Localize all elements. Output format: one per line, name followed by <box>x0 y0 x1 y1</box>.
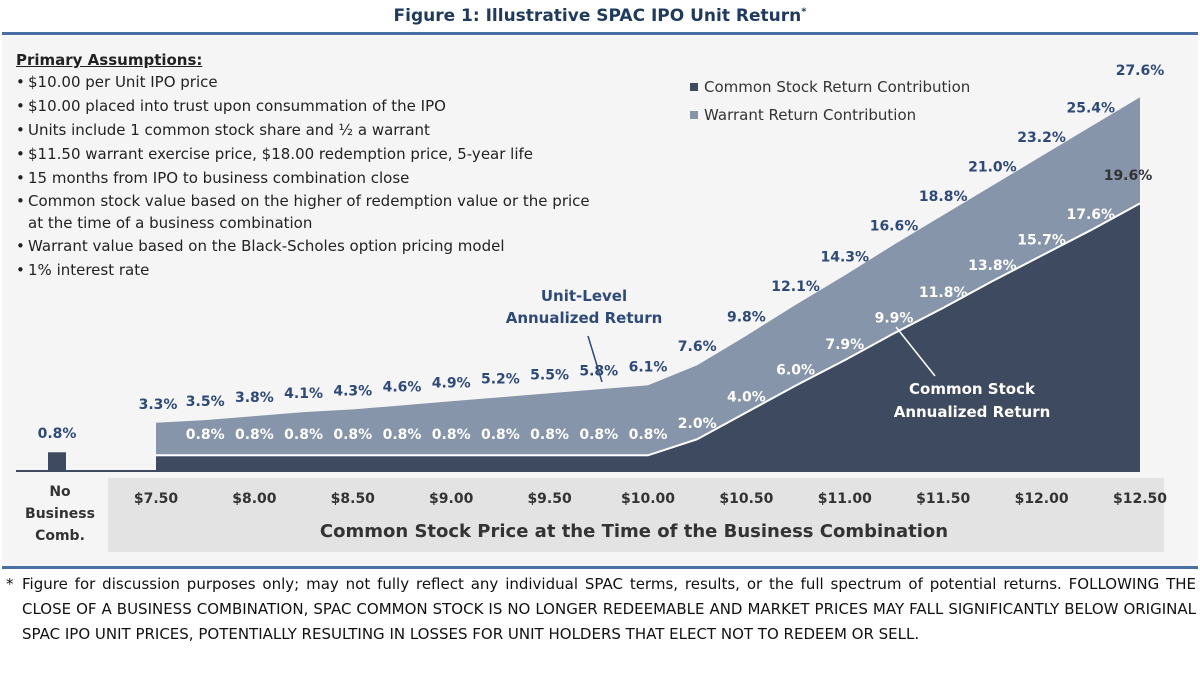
common-stock-annotation: Annualized Return <box>894 403 1051 421</box>
no-business-comb-label: Business <box>25 506 95 522</box>
common-stock-return-label: 0.8% <box>333 427 372 443</box>
common-stock-return-label: 0.8% <box>284 427 323 443</box>
legend-label: Common Stock Return Contribution <box>704 78 970 96</box>
common-stock-return-label: 0.8% <box>432 427 471 443</box>
assumption-item: Common stock value based on the higher o… <box>16 190 603 234</box>
common-stock-return-label: 0.8% <box>530 427 569 443</box>
common-stock-return-label: 17.6% <box>1067 207 1116 223</box>
unit-return-label: 3.3% <box>139 397 178 413</box>
common-stock-return-label: 7.9% <box>825 337 864 353</box>
common-stock-return-label: 15.7% <box>1017 233 1066 249</box>
x-axis-band <box>108 478 1164 552</box>
unit-return-annotation: Unit-Level <box>541 287 627 305</box>
bottom-rule <box>2 566 1198 569</box>
figure-title-mark: * <box>801 6 807 18</box>
unit-return-label: 5.5% <box>530 367 569 383</box>
common-stock-return-label: 2.0% <box>678 416 717 432</box>
assumption-item: Units include 1 common stock share and ½… <box>16 118 616 142</box>
common-stock-boundary-line <box>156 202 1141 457</box>
unit-return-annotation-leader <box>587 335 603 383</box>
common-stock-return-label: 0.8% <box>235 427 274 443</box>
unit-return-label: 7.6% <box>678 339 717 355</box>
unit-return-label: 16.6% <box>870 219 919 235</box>
top-rule <box>2 32 1198 35</box>
assumption-item: 1% interest rate <box>16 258 616 282</box>
assumptions-box: Primary Assumptions: $10.00 per Unit IPO… <box>16 50 616 282</box>
unit-return-label: 12.1% <box>771 279 820 295</box>
x-tick-label: $8.00 <box>232 491 277 507</box>
common-stock-return-label: 0.8% <box>186 427 225 443</box>
unit-return-label: 3.8% <box>235 390 274 406</box>
common-stock-return-label: 13.8% <box>968 258 1017 274</box>
legend-swatch <box>690 111 698 119</box>
assumptions-heading: Primary Assumptions: <box>16 51 203 69</box>
x-tick-label: $8.50 <box>331 491 376 507</box>
figure-title: Figure 1: Illustrative SPAC IPO Unit Ret… <box>0 6 1200 26</box>
common-stock-return-label: 0.8% <box>481 427 520 443</box>
unit-return-label: 4.3% <box>333 383 372 399</box>
x-tick-label: $9.50 <box>527 491 572 507</box>
unit-return-label: 6.1% <box>629 359 668 375</box>
x-tick-label: $11.00 <box>818 491 872 507</box>
unit-return-label: 4.1% <box>284 386 323 402</box>
common-stock-return-label: 6.0% <box>776 363 815 379</box>
no-business-comb-value-label: 0.8% <box>38 426 77 442</box>
x-tick-label: $10.00 <box>621 491 675 507</box>
footnote: * Figure for discussion purposes only; m… <box>6 572 1196 647</box>
no-business-comb-bar <box>48 452 66 471</box>
no-business-comb-label: Comb. <box>35 528 85 544</box>
unit-return-label: 21.0% <box>968 160 1017 176</box>
x-tick-label: $10.50 <box>719 491 773 507</box>
common-stock-return-label: 0.8% <box>629 427 668 443</box>
x-tick-label: $7.50 <box>134 491 179 507</box>
unit-return-label: 9.8% <box>727 310 766 326</box>
footnote-mark: * <box>6 575 14 593</box>
common-stock-contribution-area <box>156 204 1140 471</box>
assumption-item: 15 months from IPO to business combinati… <box>16 166 616 190</box>
x-tick-label: $12.50 <box>1113 491 1167 507</box>
x-tick-label: $12.00 <box>1015 491 1069 507</box>
common-stock-return-label: 0.8% <box>579 427 618 443</box>
legend-swatch <box>690 83 698 91</box>
x-axis-title: Common Stock Price at the Time of the Bu… <box>320 521 948 542</box>
footnote-text: Figure for discussion purposes only; may… <box>22 575 1196 643</box>
unit-return-label: 27.6% <box>1116 63 1165 79</box>
unit-return-label: 14.3% <box>821 249 870 265</box>
assumption-item: $11.50 warrant exercise price, $18.00 re… <box>16 142 616 166</box>
common-stock-return-label: 11.8% <box>919 285 968 301</box>
common-stock-return-label: 0.8% <box>383 427 422 443</box>
x-tick-label: $9.00 <box>429 491 474 507</box>
assumption-item: $10.00 placed into trust upon consummati… <box>16 94 616 118</box>
figure-title-text: Figure 1: Illustrative SPAC IPO Unit Ret… <box>393 6 802 26</box>
common-stock-return-label: 4.0% <box>727 389 766 405</box>
legend-label: Warrant Return Contribution <box>704 106 916 124</box>
common-stock-return-label: 9.9% <box>875 310 914 326</box>
assumption-item: $10.00 per Unit IPO price <box>16 70 616 94</box>
unit-return-label: 25.4% <box>1067 101 1116 117</box>
unit-return-label: 5.2% <box>481 371 520 387</box>
unit-return-label: 4.9% <box>432 375 471 391</box>
no-business-comb-label: No <box>49 484 71 500</box>
unit-return-label: 4.6% <box>383 379 422 395</box>
unit-return-annotation: Annualized Return <box>506 309 663 327</box>
common-stock-annotation-leader <box>895 326 936 377</box>
assumption-item: Warrant value based on the Black-Scholes… <box>16 234 616 258</box>
common-stock-annotation: Common Stock <box>909 380 1036 398</box>
common-stock-return-label: 19.6% <box>1104 168 1153 184</box>
x-tick-label: $11.50 <box>916 491 970 507</box>
unit-return-label: 18.8% <box>919 189 968 205</box>
unit-return-label: 23.2% <box>1017 130 1066 146</box>
assumptions-list: $10.00 per Unit IPO price $10.00 placed … <box>16 70 616 282</box>
unit-return-label: 3.5% <box>186 394 225 410</box>
